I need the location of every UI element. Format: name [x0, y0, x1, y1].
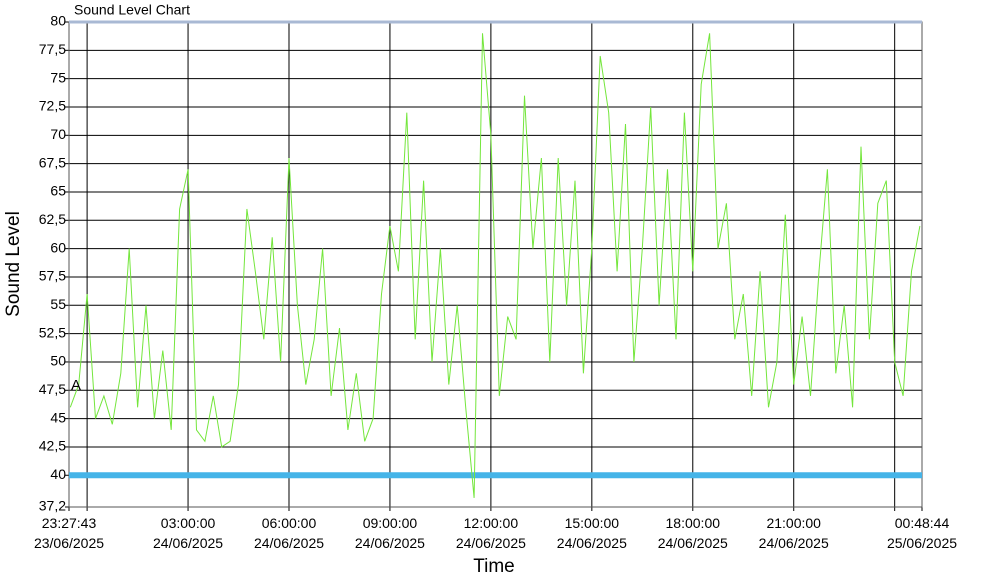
- x-tick-label-line: 23:27:43: [42, 515, 97, 531]
- x-tick-label-line: 06:00:00: [262, 515, 317, 531]
- y-tick-label: 50: [50, 353, 66, 369]
- y-tick-label: 45: [50, 409, 66, 425]
- y-tick-label: 62,5: [39, 211, 66, 227]
- y-tick-label: 77,5: [39, 41, 66, 57]
- y-tick-label: 40: [50, 466, 66, 482]
- x-tick-label-line: 24/06/2025: [153, 535, 223, 551]
- x-tick-label: 09:00:00 24/06/2025: [355, 515, 425, 551]
- x-tick-label-line: 00:48:44: [895, 515, 950, 531]
- y-tick-label: 47,5: [39, 381, 66, 397]
- y-tick-label: 42,5: [39, 438, 66, 454]
- x-tick-label: 06:00:00 24/06/2025: [254, 515, 324, 551]
- x-tick-label-line: 18:00:00: [666, 515, 721, 531]
- x-tick-label-line: 24/06/2025: [658, 535, 728, 551]
- y-tick-label: 67,5: [39, 154, 66, 170]
- x-tick-label-line: 12:00:00: [464, 515, 519, 531]
- x-axis-label: Time: [473, 556, 515, 577]
- x-tick-label-line: 09:00:00: [363, 515, 418, 531]
- x-tick-label-line: 24/06/2025: [456, 535, 526, 551]
- x-tick-label-line: 24/06/2025: [254, 535, 324, 551]
- x-tick-label-line: 24/06/2025: [557, 535, 627, 551]
- x-tick-label: 00:48:44 25/06/2025: [887, 515, 957, 551]
- chart-title: Sound Level Chart: [74, 2, 190, 18]
- x-tick-label: 12:00:00 24/06/2025: [456, 515, 526, 551]
- y-tick-label: 70: [50, 126, 66, 142]
- x-tick-label-line: 25/06/2025: [887, 535, 957, 551]
- y-axis-label: Sound Level: [3, 211, 24, 317]
- x-tick-label: 23:27:43 23/06/2025: [34, 515, 104, 551]
- y-tick-label: 72,5: [39, 98, 66, 114]
- y-tick-label: 55: [50, 296, 66, 312]
- x-tick-label-line: 15:00:00: [565, 515, 620, 531]
- x-tick-label: 03:00:00 24/06/2025: [153, 515, 223, 551]
- y-tick-label: 75: [50, 69, 66, 85]
- x-tick-label: 18:00:00 24/06/2025: [658, 515, 728, 551]
- x-tick-label-line: 23/06/2025: [34, 535, 104, 551]
- x-tick-label-line: 03:00:00: [161, 515, 216, 531]
- y-tick-label: 57,5: [39, 268, 66, 284]
- y-tick-label: 80: [50, 13, 66, 29]
- y-tick-label: 60: [50, 239, 66, 255]
- y-tick-label: 52,5: [39, 324, 66, 340]
- x-tick-label-line: 21:00:00: [766, 515, 821, 531]
- x-tick-label-line: 24/06/2025: [355, 535, 425, 551]
- y-tick-label: 65: [50, 183, 66, 199]
- y-tick-label: 37,2: [39, 498, 66, 514]
- data-line: [69, 33, 921, 498]
- x-tick-label: 15:00:00 24/06/2025: [557, 515, 627, 551]
- x-tick-label: 21:00:00 24/06/2025: [759, 515, 829, 551]
- annotation: A: [71, 377, 81, 394]
- x-tick-label-line: 24/06/2025: [759, 535, 829, 551]
